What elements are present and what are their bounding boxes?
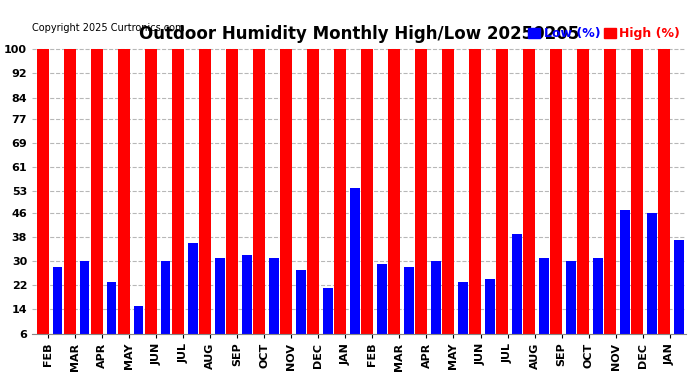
Bar — [334, 49, 346, 352]
Bar — [188, 243, 197, 352]
Bar — [674, 240, 684, 352]
Bar — [279, 49, 292, 352]
Bar — [540, 258, 549, 352]
Bar — [253, 49, 265, 352]
Bar — [523, 49, 535, 352]
Bar — [269, 258, 279, 352]
Bar — [215, 258, 224, 352]
Bar — [350, 188, 359, 352]
Bar — [485, 279, 495, 352]
Bar — [199, 49, 211, 352]
Bar — [63, 49, 76, 352]
Bar — [620, 210, 630, 352]
Bar — [377, 264, 386, 352]
Bar — [107, 282, 117, 352]
Bar — [631, 49, 643, 352]
Bar — [388, 49, 400, 352]
Bar — [242, 255, 252, 352]
Bar — [647, 213, 657, 352]
Bar — [566, 261, 575, 352]
Bar — [550, 49, 562, 352]
Bar — [404, 267, 413, 352]
Bar — [323, 288, 333, 352]
Bar — [90, 49, 103, 352]
Bar — [458, 282, 468, 352]
Bar — [307, 49, 319, 352]
Bar — [134, 306, 144, 352]
Bar — [161, 261, 170, 352]
Bar — [469, 49, 481, 352]
Bar — [442, 49, 454, 352]
Title: Outdoor Humidity Monthly High/Low 20250205: Outdoor Humidity Monthly High/Low 202502… — [139, 25, 579, 43]
Text: Copyright 2025 Curtronics.com: Copyright 2025 Curtronics.com — [32, 23, 184, 33]
Bar — [431, 261, 441, 352]
Bar — [53, 267, 62, 352]
Legend: Low (%), High (%): Low (%), High (%) — [528, 27, 680, 40]
Bar — [512, 234, 522, 352]
Bar — [658, 49, 670, 352]
Bar — [172, 49, 184, 352]
Bar — [361, 49, 373, 352]
Bar — [37, 49, 49, 352]
Bar — [226, 49, 238, 352]
Bar — [118, 49, 130, 352]
Bar — [296, 270, 306, 352]
Bar — [415, 49, 427, 352]
Bar — [145, 49, 157, 352]
Bar — [593, 258, 603, 352]
Bar — [577, 49, 589, 352]
Bar — [604, 49, 616, 352]
Bar — [80, 261, 90, 352]
Bar — [496, 49, 508, 352]
